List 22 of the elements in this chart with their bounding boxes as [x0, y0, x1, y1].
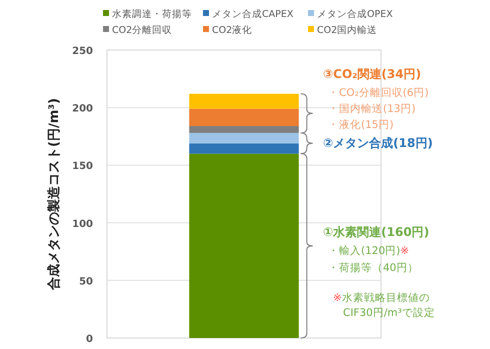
y-tick-label: 100 — [72, 218, 94, 230]
y-tick-label: 150 — [72, 161, 94, 172]
y-tick-label: 0 — [86, 334, 94, 345]
text: ・輸入(120円)※ — [328, 244, 410, 257]
text: ・荷揚等（40円） — [328, 261, 418, 274]
legend-label: メタン合成OPEX — [317, 8, 394, 20]
text: ③CO₂関連(34円) — [323, 67, 422, 81]
y-tick-label: 50 — [79, 276, 94, 288]
text: ②メタン合成(18円) — [323, 136, 433, 150]
y-tick-label: 200 — [72, 104, 94, 115]
legend-label: CO2分離回収 — [112, 24, 172, 36]
text: ・液化(15円) — [328, 118, 394, 131]
legend-label: CO2国内輸送 — [317, 24, 378, 36]
legend-label: 水素調達・荷揚等 — [112, 8, 192, 20]
text: ①水素関連(160円) — [323, 225, 430, 239]
text: ・CO₂分離回収(6円) — [328, 86, 429, 99]
legend-label: CO2液化 — [212, 24, 252, 36]
text: ・国内輸送(13円) — [328, 102, 416, 115]
legend-label: メタン合成CAPEX — [212, 8, 294, 20]
text: ※水素戦略目標値の CIF30円/m³で設定 — [333, 291, 435, 319]
y-axis-title: 合成メタンの製造コスト(円/m³) — [46, 98, 62, 291]
y-tick-label: 250 — [72, 46, 94, 57]
